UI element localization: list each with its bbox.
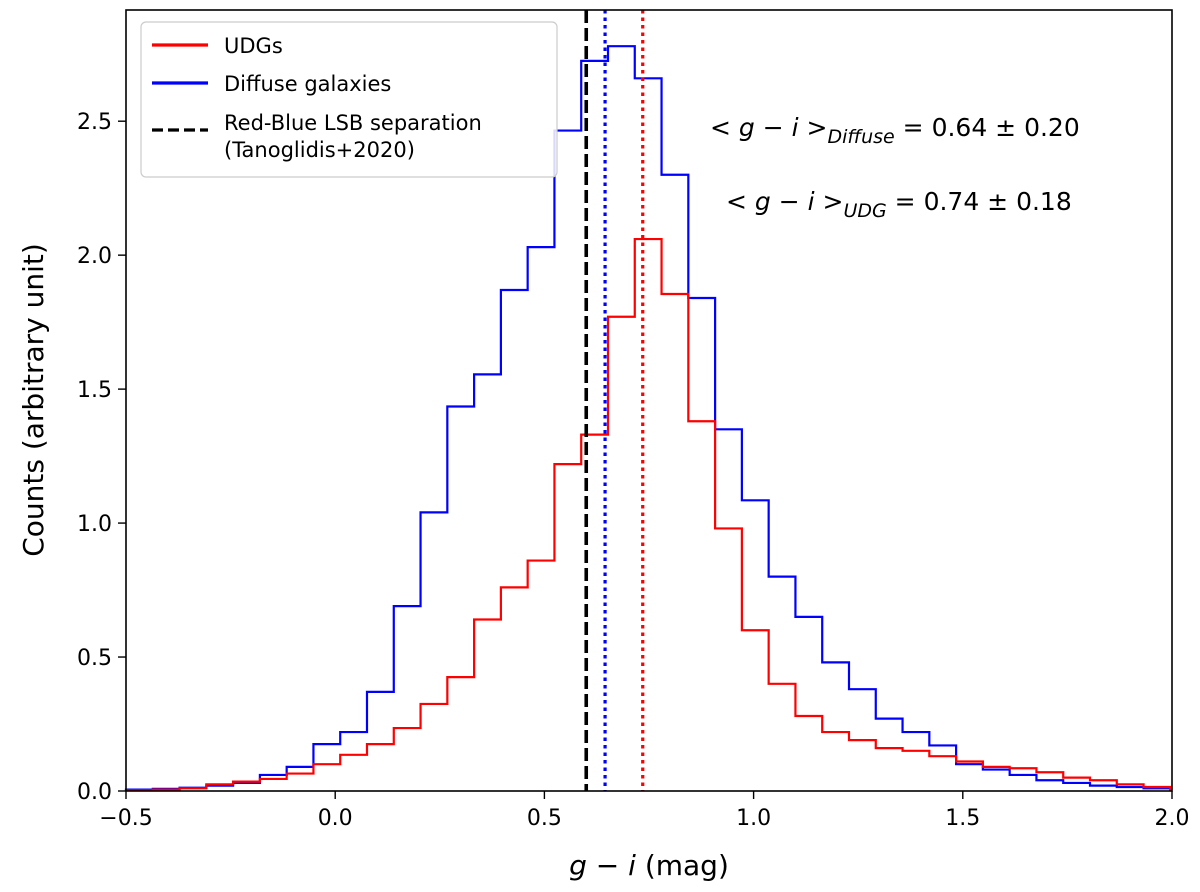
legend-label-diffuse: Diffuse galaxies bbox=[224, 72, 391, 96]
annotation-udg-sub: UDG bbox=[843, 200, 886, 222]
annotation-diffuse-gt: > bbox=[807, 113, 828, 142]
y-tick-label: 0.0 bbox=[77, 780, 112, 805]
legend-label-separation: Red-Blue LSB separation bbox=[224, 111, 482, 135]
annotation-udg-mean: < g − i >UDG = 0.74 ± 0.18 bbox=[726, 187, 1072, 222]
annotation-udg-gt: > bbox=[823, 187, 844, 216]
annotation-udg-value: = 0.74 ± 0.18 bbox=[887, 187, 1072, 216]
legend-box bbox=[140, 21, 558, 178]
annotation-diffuse-value: = 0.64 ± 0.20 bbox=[895, 113, 1080, 142]
legend-label-udgs: UDGs bbox=[224, 34, 283, 58]
series-diffuse-galaxies-step bbox=[124, 45, 1172, 791]
y-tick-label: 2.0 bbox=[77, 244, 112, 269]
x-axis-label-unit: (mag) bbox=[636, 849, 729, 882]
annotation-diffuse-var: g − i bbox=[739, 113, 799, 142]
x-tick-label: 2.0 bbox=[1155, 806, 1190, 831]
y-tick-label: 2.5 bbox=[77, 110, 112, 135]
x-axis-ticks: −0.5 0.0 0.5 1.0 1.5 2.0 bbox=[99, 791, 1190, 831]
annotation-udg-lt: < bbox=[726, 187, 747, 216]
x-axis-label: g − i (mag) bbox=[569, 849, 729, 882]
y-axis-label: Counts (arbitrary unit) bbox=[17, 243, 50, 557]
series-udgs-step bbox=[124, 237, 1172, 792]
axes-frame bbox=[125, 9, 1173, 792]
series-layer bbox=[124, 45, 1172, 792]
x-tick-label: 1.5 bbox=[945, 806, 980, 831]
x-tick-label: 0.5 bbox=[527, 806, 562, 831]
annotation-diffuse-sub: Diffuse bbox=[827, 126, 894, 148]
plot-area: −0.5 0.0 0.5 1.0 1.5 2.0 0.00.51.01.52.02.5 bbox=[77, 9, 1190, 831]
annotation-udg-var: g − i bbox=[755, 187, 815, 216]
annotation-diffuse-lt: < bbox=[710, 113, 731, 142]
legend-label-separation-ref: (Tanoglidis+2020) bbox=[224, 138, 415, 162]
x-tick-label: −0.5 bbox=[99, 806, 152, 831]
x-tick-label: 1.0 bbox=[736, 806, 771, 831]
legend: UDGs Diffuse galaxies Red-Blue LSB separ… bbox=[140, 21, 558, 178]
y-tick-label: 0.5 bbox=[77, 646, 112, 671]
x-axis-label-var: g − i bbox=[569, 849, 636, 882]
y-tick-label: 1.5 bbox=[77, 378, 112, 403]
annotation-diffuse-mean: < g − i >Diffuse = 0.64 ± 0.20 bbox=[710, 113, 1080, 148]
y-axis-ticks: 0.0 0.5 1.0 1.5 2.0 2.5 bbox=[77, 110, 126, 805]
x-tick-label: 0.0 bbox=[318, 806, 353, 831]
y-tick-label: 1.0 bbox=[77, 512, 112, 537]
vertical-lines bbox=[584, 10, 645, 791]
